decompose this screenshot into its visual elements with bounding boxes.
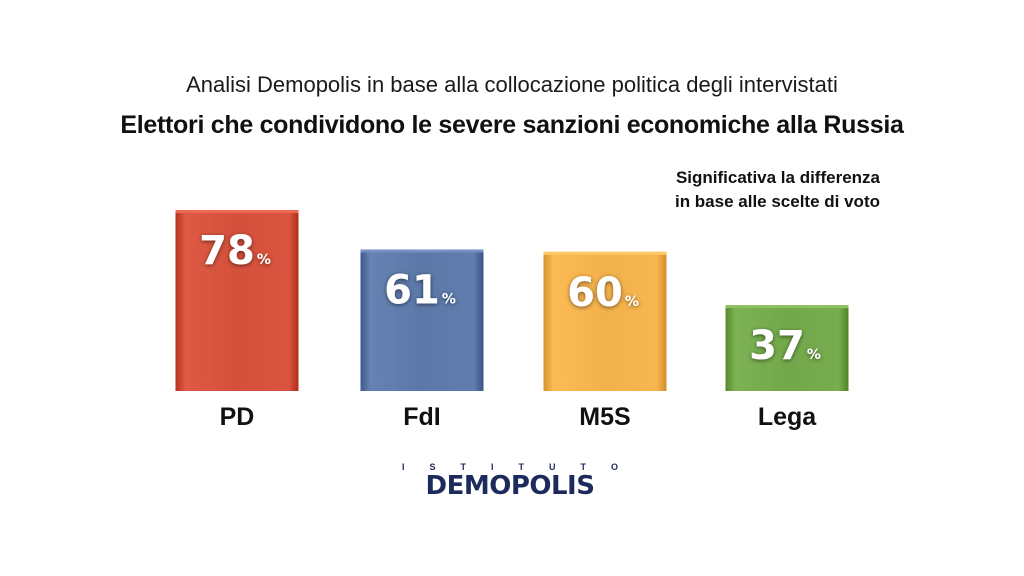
bar-pd: [175, 210, 299, 391]
bar-top-highlight: [360, 249, 484, 253]
logo-letter: T: [460, 462, 467, 472]
annotation-line-2: in base alle scelte di voto: [674, 192, 880, 211]
logo-letter: T: [580, 462, 586, 472]
data-label: 78%: [199, 228, 271, 274]
data-label: 60%: [567, 270, 639, 316]
bar-top-highlight: [175, 210, 299, 214]
annotation-note: Significativa la differenza in base alle…: [580, 166, 880, 214]
logo-letter: I: [402, 462, 405, 472]
logo-letter: U: [548, 462, 556, 472]
data-label: 61%: [384, 267, 456, 313]
logo-letter: S: [429, 462, 436, 472]
category-label: Lega: [758, 403, 817, 431]
logo-letter: I: [490, 462, 494, 472]
demopolis-logo: I S T I T U T O DEMOPOLIS: [400, 462, 620, 502]
bar-fdi: [360, 249, 484, 391]
category-label: PD: [220, 403, 255, 431]
bar-top-highlight: [725, 305, 849, 309]
bar-m5s: [543, 251, 667, 391]
chart-subtitle: Analisi Demopolis in base alla collocazi…: [186, 72, 838, 97]
bar-top-highlight: [543, 251, 667, 255]
category-label: M5S: [579, 403, 630, 431]
bar-lega: [725, 305, 849, 391]
chart-title: Elettori che condividono le severe sanzi…: [120, 111, 904, 139]
category-label: FdI: [403, 403, 441, 431]
annotation-line-1: Significativa la differenza: [675, 168, 880, 187]
data-label: 37%: [749, 323, 821, 369]
logo-letter: O: [610, 462, 618, 472]
logo-name: DEMOPOLIS: [425, 471, 595, 501]
logo-letter: T: [518, 462, 524, 472]
